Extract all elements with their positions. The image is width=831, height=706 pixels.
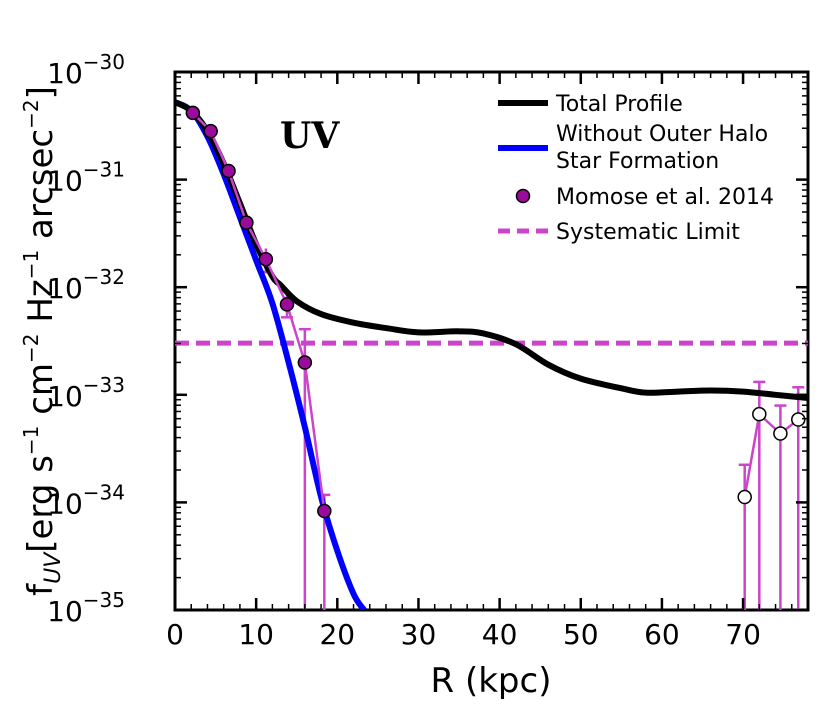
legend-halo-label-2: Star Formation — [556, 149, 719, 174]
y-tick-label: 10−30 — [47, 50, 125, 90]
y-axis-label: fUV[erg s−1 cm−2 Hz−1 arcsec−2] — [19, 86, 66, 596]
outer-point — [791, 412, 806, 427]
momose-point — [297, 355, 313, 370]
legend-halo-label-1: Without Outer Halo — [556, 122, 768, 147]
y-tick-label: 10−35 — [47, 588, 125, 628]
y-label-p0: [erg s — [21, 455, 61, 553]
momose-point — [317, 503, 332, 519]
x-tick-label: 10 — [238, 618, 274, 651]
x-tick-label: 50 — [563, 618, 599, 651]
outer-point — [773, 426, 788, 441]
outer-point — [752, 406, 767, 422]
x-tick-label: 70 — [725, 618, 761, 651]
momose-connector — [191, 112, 326, 512]
legend: Total Profile Without Outer Halo Star Fo… — [498, 92, 774, 245]
momose-point — [258, 251, 274, 267]
y-label-p6: arcsec — [21, 129, 61, 250]
y-label-p1: −1 — [19, 426, 43, 455]
y-label-p2: cm — [21, 363, 61, 426]
line-layer — [175, 99, 808, 610]
momose-point — [203, 123, 218, 139]
y-tick-label: 10−34 — [47, 480, 125, 520]
y-tick-label: 10−33 — [47, 373, 125, 413]
y-label-base: f — [21, 583, 61, 596]
y-tick-label: 10−31 — [47, 158, 125, 198]
uv-annotation: UV — [280, 115, 340, 157]
point-layer — [185, 105, 806, 519]
legend-total-label: Total Profile — [555, 92, 683, 117]
legend-momose-marker — [515, 188, 531, 204]
halo-series-line — [175, 99, 367, 610]
legend-momose-label: Momose et al. 2014 — [556, 185, 774, 210]
y-label-p7: −2 — [19, 99, 43, 128]
momose-point — [279, 297, 295, 312]
x-axis-label: R (kpc) — [431, 661, 552, 701]
x-tick-label: 30 — [401, 618, 437, 651]
momose-point — [185, 105, 201, 121]
outer-point — [737, 489, 752, 505]
y-label-sub: UV — [41, 551, 66, 584]
momose-point — [239, 215, 254, 230]
y-label-p5: −1 — [19, 250, 43, 279]
y-label-p4: Hz — [21, 279, 61, 333]
y-tick-label: 10−32 — [47, 265, 125, 305]
x-tick-label: 40 — [482, 618, 518, 651]
svg-text:fUV[erg s−1 cm−2 Hz−1 arcsec−2: fUV[erg s−1 cm−2 Hz−1 arcsec−2] — [19, 86, 66, 596]
legend-limit-label: Systematic Limit — [556, 220, 740, 245]
outer-connector — [743, 411, 800, 498]
tick-layer: 0 10 20 30 40 50 60 70 10−30 10−31 10−32 10−33 10−34… — [47, 50, 808, 651]
x-tick-label: 0 — [166, 618, 184, 651]
momose-point — [221, 163, 236, 179]
x-tick-label: 60 — [644, 618, 680, 651]
y-label-p3: −2 — [19, 333, 43, 362]
x-tick-label: 20 — [319, 618, 355, 651]
y-label-p8: ] — [21, 86, 61, 99]
